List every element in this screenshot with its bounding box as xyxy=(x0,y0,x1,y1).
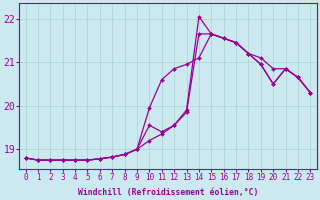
X-axis label: Windchill (Refroidissement éolien,°C): Windchill (Refroidissement éolien,°C) xyxy=(78,188,258,197)
